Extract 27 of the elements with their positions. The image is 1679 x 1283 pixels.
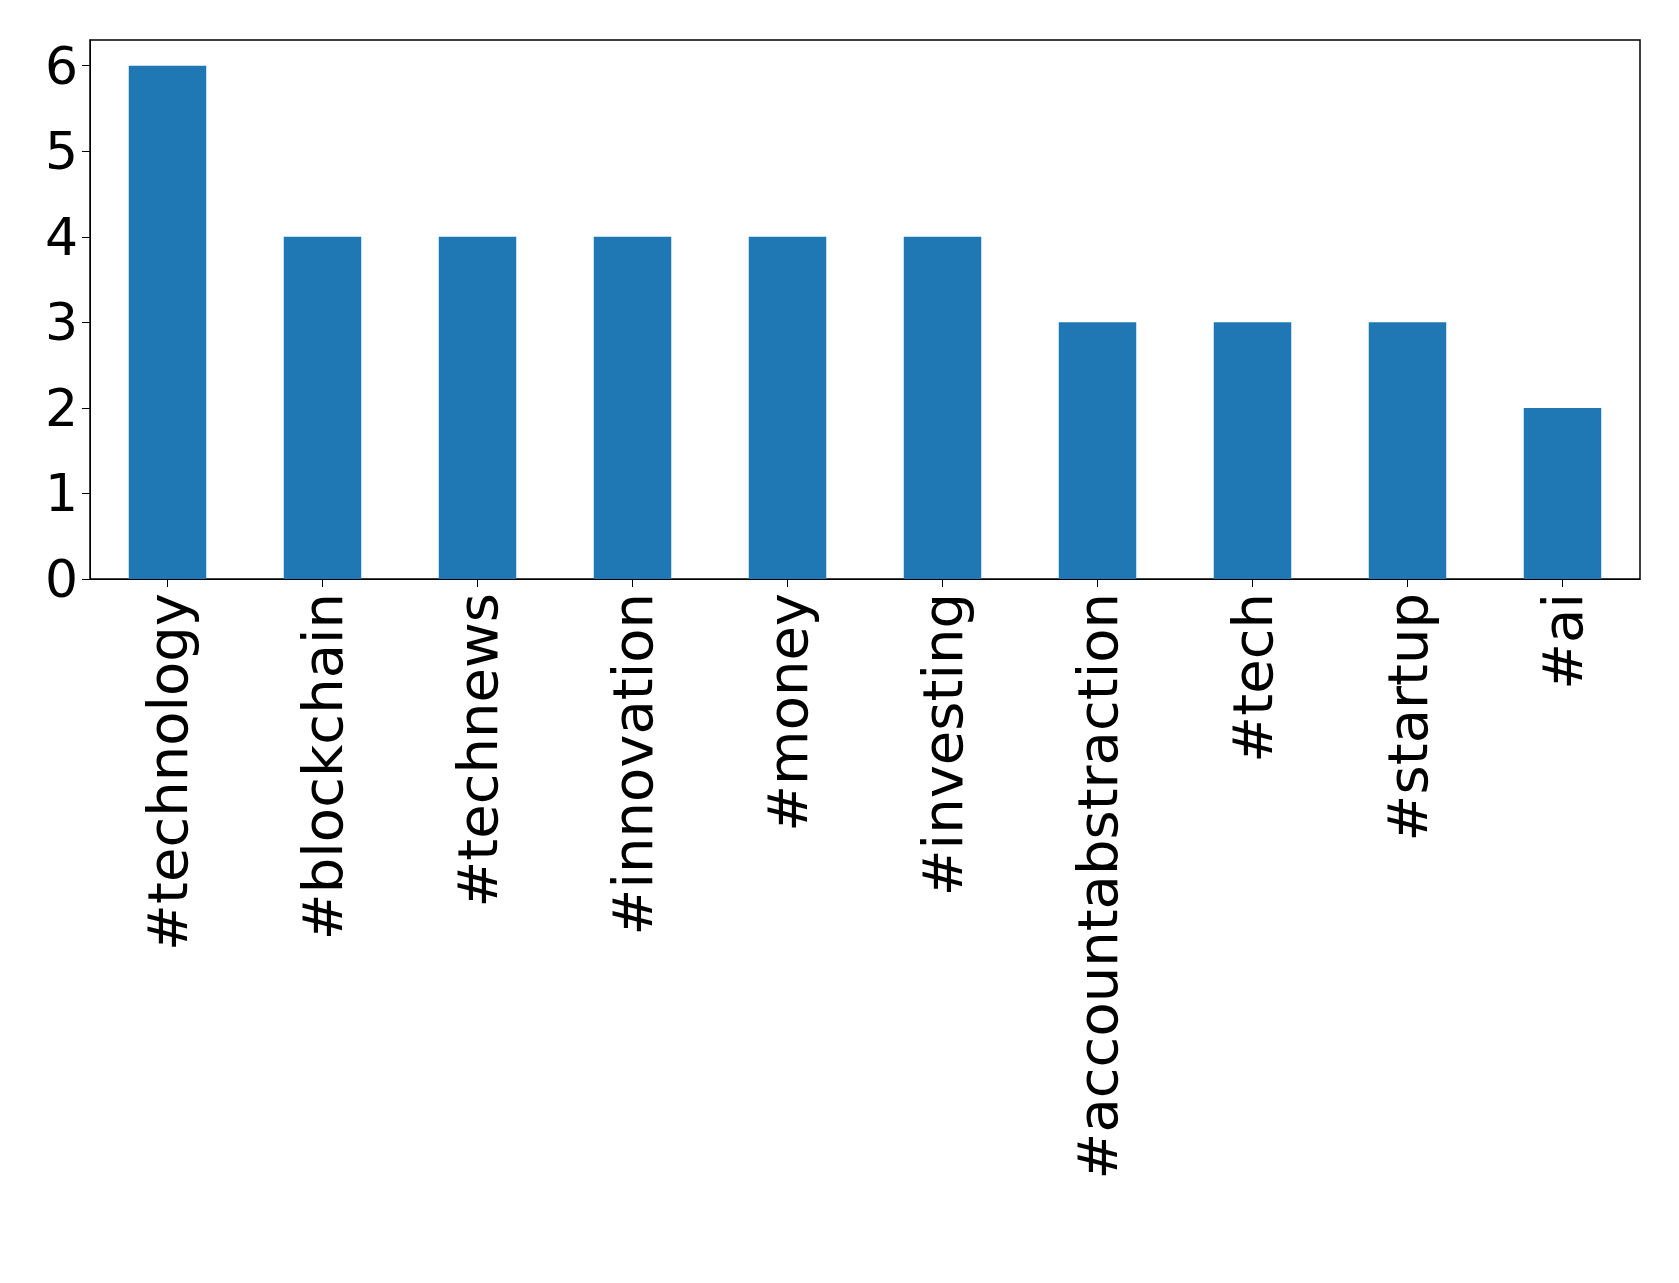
bar (903, 236, 982, 579)
x-tick-label: #innovation (600, 593, 665, 936)
x-tick-label: #money (755, 593, 820, 832)
y-tick-label: 2 (44, 377, 78, 438)
x-tick-label: #ai (1530, 593, 1595, 690)
bar (1523, 407, 1602, 579)
y-tick-label: 1 (44, 463, 78, 524)
x-tick-label: #tech (1220, 593, 1285, 763)
y-tick-label: 0 (44, 549, 78, 609)
bar (1368, 322, 1447, 579)
x-tick-label: #blockchain (290, 593, 355, 941)
bar (128, 65, 207, 579)
x-tick-label: #accountabstraction (1065, 593, 1130, 1180)
x-tick-label: #startup (1375, 593, 1440, 842)
x-tick-label: #investing (910, 593, 975, 897)
bar (593, 236, 672, 579)
bar (438, 236, 517, 579)
bar (748, 236, 827, 579)
bar (283, 236, 362, 579)
y-tick-label: 3 (44, 292, 78, 353)
bar (1213, 322, 1292, 579)
y-tick-label: 5 (44, 121, 78, 182)
bar (1058, 322, 1137, 579)
x-tick-label: #technology (135, 593, 200, 951)
x-tick-label: #technews (445, 593, 510, 908)
y-tick-label: 4 (44, 206, 78, 267)
y-tick-label: 6 (44, 35, 78, 96)
